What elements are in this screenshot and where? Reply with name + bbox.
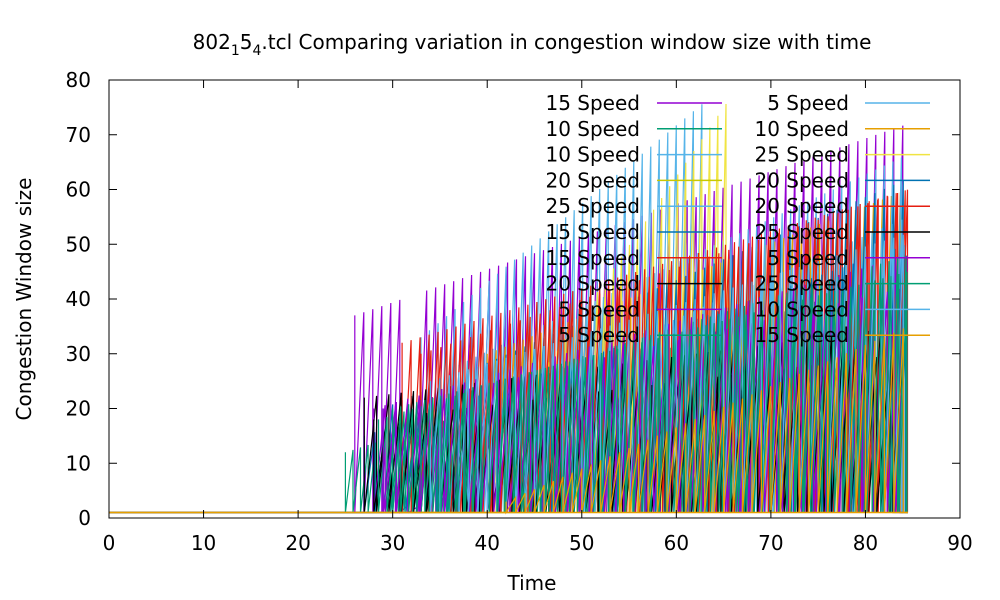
y-tick-label: 80 xyxy=(66,68,91,92)
legend-label: 5 Speed xyxy=(558,323,640,347)
x-tick-label: 20 xyxy=(285,531,310,555)
legend-label: 20 Speed xyxy=(545,272,640,296)
legend-label: 5 Speed xyxy=(767,91,849,115)
legend-label: 10 Speed xyxy=(754,297,849,321)
series-line-20 xyxy=(109,328,908,515)
legend-label: 5 Speed xyxy=(767,246,849,270)
title-sub-1: 1 xyxy=(231,43,240,59)
axes: 0 10 20 30 40 50 60 70 80 90 0 10 20 30 40 50 60 70 80 xyxy=(66,68,973,555)
x-axis-label: Time xyxy=(507,571,557,595)
x-tick-label: 30 xyxy=(380,531,405,555)
x-tick-label: 80 xyxy=(853,531,878,555)
y-tick-label: 30 xyxy=(66,342,91,366)
legend-label: 25 Speed xyxy=(754,143,849,167)
y-tick-label: 20 xyxy=(66,397,91,421)
x-tick-label: 10 xyxy=(191,531,216,555)
x-tick-label: 40 xyxy=(474,531,499,555)
x-tick-label: 70 xyxy=(758,531,783,555)
y-tick-label: 70 xyxy=(66,123,91,147)
legend-label: 10 Speed xyxy=(545,143,640,167)
legend-label: 15 Speed xyxy=(545,220,640,244)
legend-label: 25 Speed xyxy=(754,220,849,244)
y-tick-label: 10 xyxy=(66,451,91,475)
legend-label: 15 Speed xyxy=(754,323,849,347)
series-line-19 xyxy=(109,271,908,514)
legend-label: 15 Speed xyxy=(545,91,640,115)
y-tick-label: 50 xyxy=(66,232,91,256)
chart-title: 802154.tcl Comparing variation in conges… xyxy=(193,30,872,59)
legend-label: 10 Speed xyxy=(545,117,640,141)
title-sub-2: 4 xyxy=(252,43,261,59)
legend-label: 20 Speed xyxy=(754,168,849,192)
y-tick-label: 60 xyxy=(66,178,91,202)
x-tick-label: 60 xyxy=(664,531,689,555)
legend-label: 20 Speed xyxy=(754,194,849,218)
plot-area xyxy=(109,103,909,515)
title-rest: .tcl Comparing variation in congestion w… xyxy=(261,30,871,54)
y-axis-label: Congestion Window size xyxy=(12,178,36,421)
y-tick-label: 40 xyxy=(66,287,91,311)
title-base: 802 xyxy=(193,30,231,54)
x-tick-label: 0 xyxy=(103,531,116,555)
legend-label: 25 Speed xyxy=(545,194,640,218)
legend-label: 20 Speed xyxy=(545,168,640,192)
legend-label: 5 Speed xyxy=(558,297,640,321)
y-tick-label: 0 xyxy=(78,506,91,530)
legend-label: 25 Speed xyxy=(754,272,849,296)
x-tick-label: 90 xyxy=(947,531,972,555)
title-mid: 5 xyxy=(240,30,253,54)
legend-label: 15 Speed xyxy=(545,246,640,270)
x-tick-label: 50 xyxy=(569,531,594,555)
legend-label: 10 Speed xyxy=(754,117,849,141)
